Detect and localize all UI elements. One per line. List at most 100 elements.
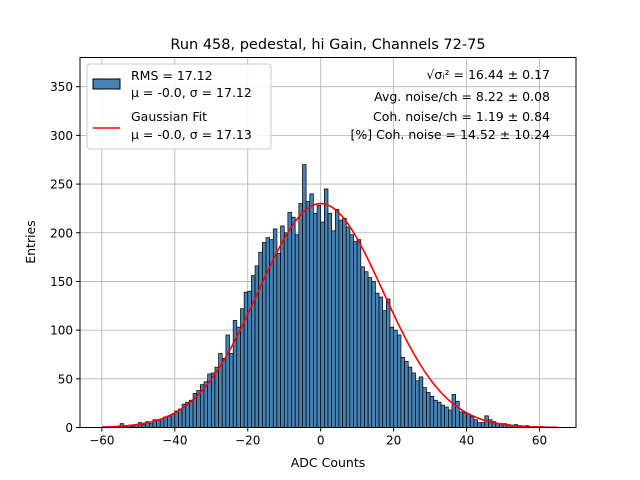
histogram-bar	[429, 395, 435, 428]
histogram-bar	[294, 234, 300, 428]
legend-rms-params: μ = -0.0, σ = 17.12	[131, 85, 252, 100]
histogram-bar	[276, 252, 281, 428]
x-tick-label: 0	[317, 434, 325, 448]
histogram-bar	[283, 232, 289, 428]
histogram-bar	[338, 219, 343, 428]
histogram-bar	[364, 271, 369, 428]
y-tick-label: 150	[50, 275, 73, 289]
annotation-avg-noise: Avg. noise/ch = 8.22 ± 0.08	[374, 89, 550, 104]
histogram-bar	[418, 376, 424, 428]
histogram-bar	[448, 409, 453, 428]
histogram-bar	[404, 360, 409, 428]
histogram-bar	[265, 237, 270, 428]
histogram-bar	[433, 399, 438, 428]
histogram-bar	[280, 225, 285, 428]
axis-ticks: −60 −40 −20 0 20 40 60 0 50 100 150 200 250 300 350	[50, 80, 547, 447]
histogram-bar	[287, 211, 292, 428]
histogram-bar	[225, 334, 230, 428]
y-tick-label: 0	[65, 421, 73, 435]
y-tick-label: 250	[50, 178, 73, 192]
y-tick-label: 200	[50, 226, 73, 240]
histogram-bar	[159, 418, 165, 428]
histogram-bar	[411, 372, 416, 428]
histogram-bar	[415, 380, 420, 428]
annotation-sigma: √σᵢ² = 16.44 ± 0.17	[426, 67, 550, 82]
histogram-bar	[407, 366, 413, 428]
histogram-bar	[371, 281, 376, 428]
histogram-bar	[302, 164, 307, 428]
histogram-bar	[367, 277, 373, 428]
histogram-bar	[345, 226, 351, 428]
histogram-bar	[455, 400, 460, 428]
histogram-bar	[305, 201, 311, 428]
legend-fit-label: Gaussian Fit	[131, 109, 207, 124]
histogram-bar	[375, 292, 380, 428]
histogram-bar	[389, 326, 394, 428]
histogram-bar	[469, 416, 475, 428]
histogram-bar	[316, 205, 322, 428]
histogram-bar	[229, 353, 234, 428]
x-tick-label: 40	[459, 434, 474, 448]
histogram-bar	[313, 212, 318, 428]
histogram-bar	[378, 296, 384, 428]
x-tick-label: −40	[162, 434, 187, 448]
plot-frame	[79, 57, 577, 428]
y-tick-label: 350	[50, 80, 73, 94]
x-tick-label: 60	[532, 434, 547, 448]
histogram-bar	[342, 217, 347, 428]
histogram-bar	[458, 411, 464, 428]
histogram-bar	[243, 291, 249, 428]
x-tick-label: −60	[89, 434, 114, 448]
histogram-bar	[214, 366, 219, 428]
x-axis-label: ADC Counts	[291, 455, 366, 470]
histogram-bar	[473, 419, 478, 428]
histogram-bar	[298, 203, 303, 428]
annotation-coh-noise: Coh. noise/ch = 1.19 ± 0.84	[373, 109, 550, 124]
histogram-bar	[236, 326, 241, 428]
histogram-bar	[480, 422, 486, 428]
x-tick-label: −20	[235, 434, 260, 448]
histogram-bar	[353, 241, 358, 428]
y-axis-label: Entries	[23, 220, 38, 264]
histogram-bar	[309, 193, 314, 428]
legend-fit-params: μ = -0.0, σ = 17.13	[131, 127, 252, 142]
histogram-bar	[170, 413, 176, 428]
histogram-bar	[462, 412, 467, 428]
histogram-bar	[320, 221, 325, 428]
histogram-bar	[422, 387, 427, 428]
histogram-bar	[360, 266, 365, 428]
histogram-bar	[440, 404, 446, 428]
histogram-bar	[349, 234, 354, 428]
y-tick-label: 50	[58, 372, 73, 386]
y-tick-label: 100	[50, 324, 73, 338]
histogram-bar	[382, 310, 387, 428]
histogram-bar	[386, 298, 391, 428]
histogram-bar	[444, 406, 449, 428]
histogram-bar	[396, 334, 402, 428]
histogram-bar	[327, 212, 332, 428]
histogram-bar	[291, 216, 296, 428]
legend-histogram-swatch	[92, 78, 121, 90]
histogram-bar	[437, 401, 442, 428]
histogram-bar	[400, 357, 405, 428]
histogram-bar	[331, 230, 336, 428]
noise-annotations: √σᵢ² = 16.44 ± 0.17 Avg. noise/ch = 8.22…	[350, 67, 550, 142]
legend-box	[86, 63, 272, 150]
x-tick-label: 20	[386, 434, 401, 448]
legend: RMS = 17.12 μ = -0.0, σ = 17.12 Gaussian…	[86, 63, 272, 150]
histogram-bar	[356, 239, 362, 428]
histogram-bar	[451, 394, 456, 428]
annotation-pct-coh-noise: [%] Coh. noise = 14.52 ± 10.24	[350, 127, 550, 142]
histogram-bar	[258, 251, 263, 428]
histogram-bar	[189, 399, 194, 428]
legend-rms-label: RMS = 17.12	[131, 68, 213, 83]
histogram-bar	[221, 358, 227, 428]
y-tick-label: 300	[50, 129, 73, 143]
histogram-bar	[210, 372, 216, 428]
histogram-bar	[477, 422, 482, 428]
histogram-bar	[334, 209, 340, 428]
histogram-bar	[393, 329, 398, 428]
gaussian-fit-line	[101, 202, 558, 429]
histogram-bar	[262, 242, 267, 428]
